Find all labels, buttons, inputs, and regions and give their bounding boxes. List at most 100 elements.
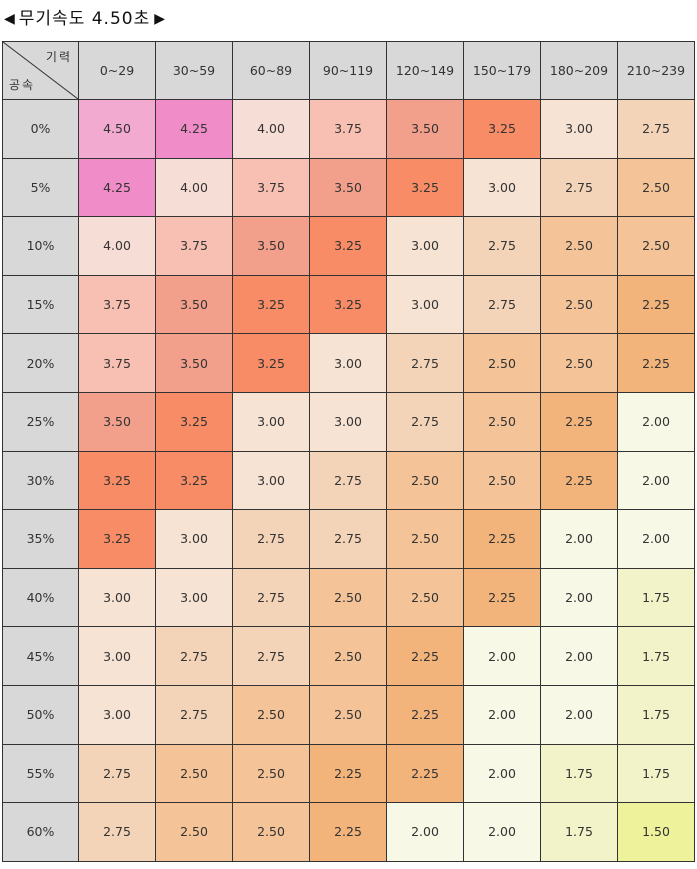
- table-row: 0% 4.50 4.25 4.00 3.75 3.50 3.25 3.00 2.75: [2, 99, 695, 159]
- value-cell: 2.75: [309, 509, 387, 569]
- corner-top-label: 기력: [45, 50, 72, 64]
- value-cell: 2.25: [617, 333, 695, 393]
- value-cell: 3.25: [386, 157, 464, 218]
- column-header: 30~59: [155, 41, 233, 100]
- table-row: 15% 3.75 3.50 3.25 3.25 3.00 2.75 2.50 2.25: [2, 274, 695, 335]
- value-cell: 1.75: [617, 567, 695, 628]
- value-cell: 1.75: [540, 802, 618, 862]
- value-cell: 2.75: [463, 216, 541, 276]
- value-cell: 3.00: [540, 99, 618, 159]
- value-cell: 2.00: [386, 802, 464, 862]
- value-cell: 2.50: [463, 391, 541, 452]
- value-cell: 2.75: [232, 626, 310, 686]
- value-cell: 3.50: [386, 99, 464, 159]
- value-cell: 2.50: [309, 626, 387, 686]
- value-cell: 2.50: [386, 567, 464, 628]
- value-cell: 2.75: [155, 626, 233, 686]
- value-cell: 3.25: [309, 216, 387, 276]
- value-cell: 4.25: [78, 157, 156, 218]
- title-text: 무기속도 4.50초: [18, 9, 151, 29]
- value-cell: 2.00: [540, 509, 618, 569]
- value-cell: 2.00: [463, 626, 541, 686]
- corner-header: 기력 공속: [2, 41, 79, 100]
- table-row: 5% 4.25 4.00 3.75 3.50 3.25 3.00 2.75 2.50: [2, 157, 695, 218]
- column-header: 180~209: [540, 41, 618, 100]
- value-cell: 2.50: [232, 743, 310, 804]
- value-cell: 2.00: [463, 684, 541, 745]
- value-cell: 4.00: [78, 216, 156, 276]
- row-header: 40%: [2, 567, 79, 628]
- table-row: 10% 4.00 3.75 3.50 3.25 3.00 2.75 2.50 2.50: [2, 216, 695, 276]
- value-cell: 2.25: [386, 684, 464, 745]
- value-cell: 3.00: [155, 567, 233, 628]
- value-cell: 2.50: [155, 743, 233, 804]
- value-cell: 3.25: [309, 274, 387, 335]
- row-header: 10%: [2, 216, 79, 276]
- value-cell: 2.50: [540, 216, 618, 276]
- value-cell: 3.25: [463, 99, 541, 159]
- value-cell: 2.00: [540, 626, 618, 686]
- value-cell: 2.25: [540, 450, 618, 511]
- value-cell: 3.25: [232, 333, 310, 393]
- value-cell: 3.00: [309, 333, 387, 393]
- value-cell: 4.00: [155, 157, 233, 218]
- column-header: 0~29: [78, 41, 156, 100]
- value-cell: 2.25: [540, 391, 618, 452]
- value-cell: 2.75: [463, 274, 541, 335]
- value-cell: 2.00: [540, 684, 618, 745]
- value-cell: 4.50: [78, 99, 156, 159]
- value-cell: 3.75: [232, 157, 310, 218]
- value-cell: 4.00: [232, 99, 310, 159]
- column-header: 60~89: [232, 41, 310, 100]
- table-row: 60% 2.75 2.50 2.50 2.25 2.00 2.00 1.75 1.50: [2, 802, 695, 862]
- value-cell: 2.75: [386, 391, 464, 452]
- value-cell: 4.25: [155, 99, 233, 159]
- value-cell: 2.50: [617, 216, 695, 276]
- value-cell: 2.75: [155, 684, 233, 745]
- speed-table: 기력 공속 0~29 30~59 60~89 90~119 120~149 150~179…: [2, 41, 695, 862]
- table-row: 30% 3.25 3.25 3.00 2.75 2.50 2.50 2.25 2.00: [2, 450, 695, 511]
- value-cell: 2.75: [78, 743, 156, 804]
- value-cell: 2.00: [617, 391, 695, 452]
- value-cell: 3.25: [232, 274, 310, 335]
- value-cell: 3.00: [78, 567, 156, 628]
- value-cell: 2.00: [617, 450, 695, 511]
- table-row: 20% 3.75 3.50 3.25 3.00 2.75 2.50 2.50 2.25: [2, 333, 695, 393]
- value-cell: 1.75: [540, 743, 618, 804]
- table-row: 45% 3.00 2.75 2.75 2.50 2.25 2.00 2.00 1.75: [2, 626, 695, 686]
- value-cell: 2.25: [309, 802, 387, 862]
- value-cell: 2.00: [463, 743, 541, 804]
- row-header: 0%: [2, 99, 79, 159]
- right-triangle-icon: ▶: [154, 11, 166, 27]
- value-cell: 2.50: [463, 333, 541, 393]
- value-cell: 3.50: [232, 216, 310, 276]
- value-cell: 2.75: [617, 99, 695, 159]
- value-cell: 2.75: [232, 509, 310, 569]
- row-header: 50%: [2, 684, 79, 745]
- value-cell: 2.25: [463, 567, 541, 628]
- row-header: 60%: [2, 802, 79, 862]
- value-cell: 1.50: [617, 802, 695, 862]
- value-cell: 2.50: [617, 157, 695, 218]
- header-row: 기력 공속 0~29 30~59 60~89 90~119 120~149 150~179…: [2, 41, 695, 100]
- value-cell: 3.25: [78, 450, 156, 511]
- column-header: 210~239: [617, 41, 695, 100]
- value-cell: 3.00: [78, 626, 156, 686]
- left-triangle-icon: ◀: [4, 11, 15, 27]
- row-header: 35%: [2, 509, 79, 569]
- value-cell: 2.50: [386, 450, 464, 511]
- value-cell: 3.50: [78, 391, 156, 452]
- diagonal-divider: [3, 42, 78, 99]
- value-cell: 2.75: [540, 157, 618, 218]
- value-cell: 3.00: [232, 450, 310, 511]
- row-header: 55%: [2, 743, 79, 804]
- value-cell: 3.50: [155, 274, 233, 335]
- value-cell: 1.75: [617, 626, 695, 686]
- value-cell: 2.25: [463, 509, 541, 569]
- value-cell: 3.25: [155, 450, 233, 511]
- row-header: 45%: [2, 626, 79, 686]
- value-cell: 2.50: [155, 802, 233, 862]
- value-cell: 2.50: [309, 684, 387, 745]
- corner-bottom-label: 공속: [9, 78, 36, 92]
- value-cell: 2.75: [386, 333, 464, 393]
